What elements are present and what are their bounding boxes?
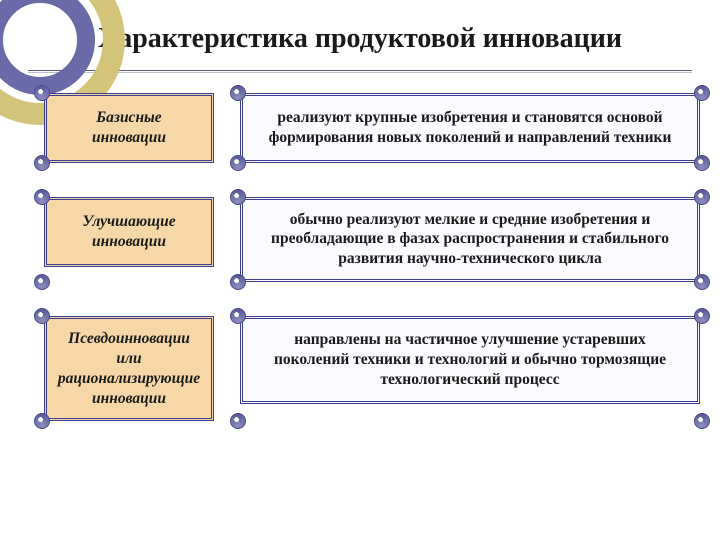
- label-text: Псевдоинновации или рационализирующие ин…: [44, 316, 214, 421]
- scroll-corner-icon: [34, 308, 50, 324]
- row-basic: Базисные инновации реализуют крупные изо…: [44, 93, 700, 163]
- scroll-corner-icon: [230, 189, 246, 205]
- label-box-improving: Улучшающие инновации: [44, 197, 214, 282]
- scroll-corner-icon: [694, 308, 710, 324]
- label-box-pseudo: Псевдоинновации или рационализирующие ин…: [44, 316, 214, 421]
- scroll-corner-icon: [34, 155, 50, 171]
- scroll-corner-icon: [230, 308, 246, 324]
- label-box-basic: Базисные инновации: [44, 93, 214, 163]
- scroll-corner-icon: [34, 85, 50, 101]
- row-pseudo: Псевдоинновации или рационализирующие ин…: [44, 316, 700, 421]
- scroll-corner-icon: [694, 85, 710, 101]
- desc-text: обычно реализуют мелкие и средние изобре…: [240, 197, 700, 282]
- scroll-corner-icon: [34, 274, 50, 290]
- scroll-corner-icon: [230, 85, 246, 101]
- scroll-corner-icon: [230, 155, 246, 171]
- scroll-corner-icon: [694, 189, 710, 205]
- scroll-corner-icon: [34, 189, 50, 205]
- desc-text: реализуют крупные изобретения и становят…: [240, 93, 700, 163]
- desc-box-pseudo: направлены на частичное улучшение устаре…: [240, 316, 700, 421]
- desc-box-improving: обычно реализуют мелкие и средние изобре…: [240, 197, 700, 282]
- label-text: Базисные инновации: [44, 93, 214, 163]
- scroll-corner-icon: [230, 274, 246, 290]
- rows-container: Базисные инновации реализуют крупные изо…: [0, 71, 720, 422]
- scroll-corner-icon: [694, 413, 710, 429]
- scroll-corner-icon: [694, 274, 710, 290]
- scroll-corner-icon: [230, 413, 246, 429]
- desc-text: направлены на частичное улучшение устаре…: [240, 316, 700, 404]
- scroll-corner-icon: [34, 413, 50, 429]
- row-improving: Улучшающие инновации обычно реализуют ме…: [44, 197, 700, 282]
- desc-box-basic: реализуют крупные изобретения и становят…: [240, 93, 700, 163]
- scroll-corner-icon: [694, 155, 710, 171]
- label-text: Улучшающие инновации: [44, 197, 214, 267]
